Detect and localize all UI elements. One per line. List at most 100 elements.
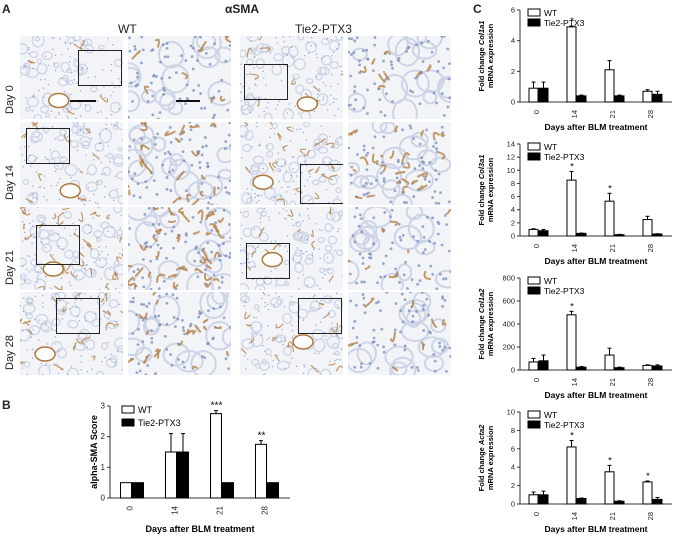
y-tick-label: 2 bbox=[511, 67, 515, 76]
chart-c2: 0 2 4 6 8 10 12 14 Fold change Col3a1 mRNA expres… bbox=[477, 140, 672, 266]
legend-label-tie2-ptx3: Tie2-PTX3 bbox=[544, 420, 585, 430]
y-axis-label: Fold change Col3a1 bbox=[477, 155, 486, 226]
significance-mark: * bbox=[570, 162, 574, 173]
micrograph-day14-tie2-overview bbox=[240, 122, 343, 205]
micrograph-day21-wt-zoom bbox=[128, 207, 231, 290]
row-label-day28: Day 28 bbox=[4, 335, 16, 370]
micrograph-day0-wt-overview bbox=[20, 36, 123, 119]
bar-0-tie2-ptx3 bbox=[538, 360, 549, 371]
micrograph-day21-wt-overview bbox=[20, 207, 123, 290]
bar-28-wt bbox=[642, 90, 653, 103]
x-tick-label: 0 bbox=[532, 378, 541, 382]
bar-28-tie2-ptx3 bbox=[652, 93, 663, 103]
micrograph-day14-wt-zoom bbox=[128, 122, 231, 205]
legend-swatch-wt bbox=[527, 410, 541, 419]
y-tick-label: 0 bbox=[511, 366, 515, 375]
y-tick-label: 4 bbox=[511, 205, 515, 214]
bar-28-wt bbox=[255, 443, 267, 499]
y-tick-label: 0 bbox=[511, 500, 515, 509]
bar-14-wt bbox=[566, 26, 577, 103]
bar-28-tie2-ptx3 bbox=[652, 365, 663, 371]
x-tick-label: 28 bbox=[646, 512, 655, 520]
col-header-wt: WT bbox=[118, 22, 137, 36]
bar-21-tie2-ptx3 bbox=[614, 367, 625, 371]
y-tick-label: 200 bbox=[502, 343, 515, 352]
bar-14-tie2-ptx3 bbox=[576, 95, 587, 103]
bar-0-tie2-ptx3 bbox=[538, 87, 549, 103]
bar-28-wt bbox=[642, 481, 653, 505]
legend-swatch-wt bbox=[527, 142, 541, 151]
zoom-inset-box bbox=[300, 164, 343, 204]
significance-mark: * bbox=[570, 301, 574, 312]
panel-a-title: αSMA bbox=[225, 2, 260, 16]
significance-mark: * bbox=[608, 183, 612, 194]
x-tick-label: 21 bbox=[608, 110, 617, 118]
bar-0-wt bbox=[120, 482, 132, 499]
x-tick-label: 0 bbox=[532, 512, 541, 516]
zoom-inset-box bbox=[56, 298, 100, 334]
y-tick-label: 14 bbox=[507, 140, 515, 149]
y-tick-label: 10 bbox=[507, 408, 515, 417]
y-tick-label: 12 bbox=[507, 153, 515, 162]
bar-14-wt bbox=[566, 314, 577, 371]
y-axis-label: Fold change Col1a2 bbox=[477, 288, 486, 360]
row-label-day0: Day 0 bbox=[4, 85, 16, 114]
x-axis-label: Days after BLM treatment bbox=[545, 390, 648, 400]
scale-bar bbox=[176, 100, 200, 102]
legend-label-tie2-ptx3: Tie2-PTX3 bbox=[544, 286, 585, 296]
bar-14-wt bbox=[566, 179, 577, 237]
x-tick-label: 14 bbox=[570, 512, 579, 520]
zoom-inset-box bbox=[78, 50, 122, 86]
x-tick-label: 14 bbox=[570, 244, 579, 252]
y-tick-label: 4 bbox=[511, 36, 515, 45]
x-tick-label: 0 bbox=[532, 110, 541, 114]
y-axis-label: Fold change Acta2 bbox=[477, 424, 486, 492]
legend-label-wt: WT bbox=[544, 410, 557, 420]
y-tick-label: 8 bbox=[511, 426, 515, 435]
significance-mark: * bbox=[646, 471, 650, 482]
bar-0-tie2-ptx3 bbox=[538, 230, 549, 237]
x-tick-label: 14 bbox=[171, 505, 180, 514]
bar-0-wt bbox=[528, 494, 539, 505]
x-tick-label: 14 bbox=[570, 378, 579, 386]
bar-28-tie2-ptx3 bbox=[267, 482, 279, 499]
bar-21-wt bbox=[604, 354, 615, 371]
legend-swatch-wt bbox=[121, 405, 135, 414]
zoom-inset-box bbox=[244, 64, 288, 100]
bar-0-wt bbox=[528, 361, 539, 371]
x-axis-label: Days after BLM treatment bbox=[545, 256, 648, 266]
bar-0-wt bbox=[528, 87, 539, 103]
y-tick-label: 600 bbox=[502, 297, 515, 306]
y-tick-label: 2 bbox=[511, 481, 515, 490]
legend-label-wt: WT bbox=[544, 8, 557, 18]
x-tick-label: 0 bbox=[532, 244, 541, 248]
zoom-inset-box bbox=[26, 128, 70, 164]
x-tick-label: 21 bbox=[608, 378, 617, 386]
bar-21-tie2-ptx3 bbox=[614, 95, 625, 103]
zoom-inset-box bbox=[298, 298, 342, 334]
y-tick-label: 6 bbox=[511, 192, 515, 201]
significance-mark: * bbox=[570, 16, 574, 27]
legend-swatch-tie2-ptx3 bbox=[527, 286, 541, 295]
legend-label-wt: WT bbox=[138, 405, 152, 415]
y-tick-label: 0 bbox=[101, 494, 106, 503]
x-tick-label: 21 bbox=[608, 512, 617, 520]
significance-mark: * bbox=[570, 431, 574, 442]
legend-label-tie2-ptx3: Tie2-PTX3 bbox=[544, 18, 585, 28]
bar-0-tie2-ptx3 bbox=[132, 482, 144, 499]
bar-28-tie2-ptx3 bbox=[652, 233, 663, 237]
legend-swatch-wt bbox=[527, 8, 541, 17]
legend-swatch-tie2-ptx3 bbox=[527, 152, 541, 161]
bar-14-wt bbox=[165, 451, 177, 499]
bar-28-tie2-ptx3 bbox=[652, 498, 663, 505]
y-tick-label: 2 bbox=[101, 432, 106, 441]
col-header-tie2: Tie2-PTX3 bbox=[295, 22, 352, 36]
y-axis-label: Fold change Col1a1 bbox=[477, 21, 486, 92]
legend-swatch-tie2-ptx3 bbox=[527, 18, 541, 27]
micrograph-day28-tie2-zoom bbox=[348, 292, 451, 375]
x-tick-label: 21 bbox=[216, 505, 225, 514]
legend-swatch-tie2-ptx3 bbox=[527, 420, 541, 429]
y-tick-label: 8 bbox=[511, 179, 515, 188]
significance-mark: ** bbox=[258, 431, 266, 442]
